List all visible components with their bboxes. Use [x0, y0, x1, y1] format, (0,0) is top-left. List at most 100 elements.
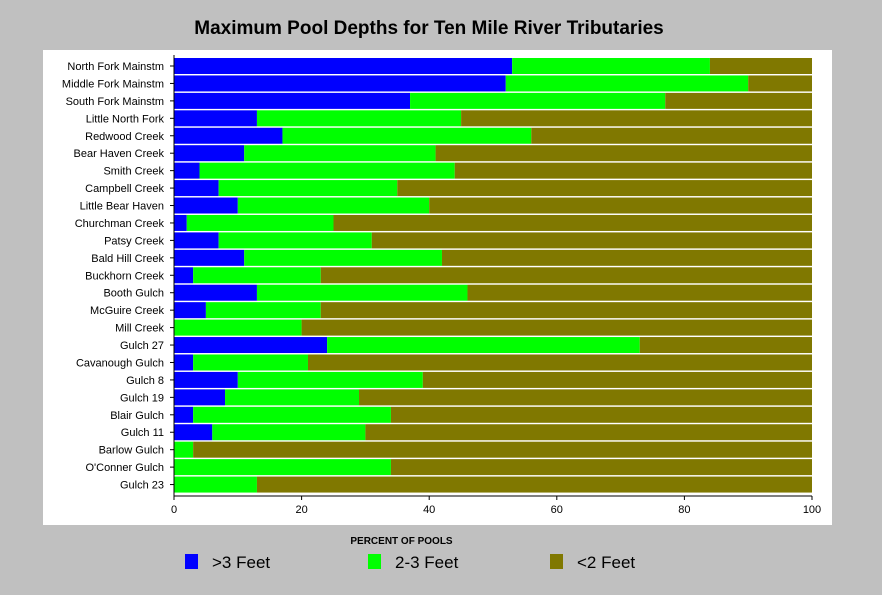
bar-gulch-8-series-1 [237, 371, 423, 388]
bar-middle-fork-mainstm-series-0 [174, 75, 506, 92]
bar-mcguire-creek-series-2 [320, 302, 812, 319]
y-tick-label-smith-creek: Smith Creek [103, 166, 164, 178]
bar-south-fork-mainstm-series-0 [174, 92, 411, 109]
bar-campbell-creek-series-0 [174, 180, 219, 197]
bar-bald-hill-creek-series-0 [174, 249, 245, 266]
y-tick-label-gulch-19: Gulch 19 [120, 392, 164, 404]
x-tick-label-60: 60 [551, 504, 563, 516]
bar-gulch-27-series-2 [639, 337, 812, 354]
bar-middle-fork-mainstm-series-1 [505, 75, 749, 92]
y-tick-label-gulch-11: Gulch 11 [121, 427, 164, 439]
y-tick-label-o-conner-gulch: O'Conner Gulch [85, 462, 164, 474]
bar-gulch-23-series-1 [174, 476, 257, 493]
bar-patsy-creek-series-0 [174, 232, 219, 249]
bar-booth-gulch-series-2 [467, 284, 812, 301]
bar-little-bear-haven-series-0 [174, 197, 238, 214]
bar-blair-gulch-series-0 [174, 406, 194, 423]
y-tick-label-churchman-creek: Churchman Creek [75, 218, 165, 230]
bar-gulch-19-series-2 [359, 389, 812, 406]
legend-label-over-3-feet: >3 Feet [212, 553, 271, 572]
bar-little-north-fork-series-0 [174, 110, 257, 127]
bar-campbell-creek-series-1 [218, 180, 398, 197]
bar-o-conner-gulch-series-1 [174, 459, 391, 476]
bar-redwood-creek-series-1 [282, 127, 532, 144]
legend-swatch-2-3-feet [368, 554, 381, 569]
bar-booth-gulch-series-0 [174, 284, 257, 301]
bar-gulch-8-series-2 [422, 371, 812, 388]
legend-swatch-under-2-feet [550, 554, 563, 569]
chart-plot: North Fork Mainstm Middle Fork Mainstm Sou… [62, 55, 821, 516]
bar-bald-hill-creek-series-1 [244, 249, 442, 266]
y-tick-label-blair-gulch: Blair Gulch [110, 410, 164, 422]
y-tick-label-cavanough-gulch: Cavanough Gulch [76, 357, 164, 369]
y-tick-label-mcguire-creek: McGuire Creek [90, 305, 164, 317]
y-tick-label-gulch-27: Gulch 27 [120, 340, 164, 352]
legend-label-under-2-feet: <2 Feet [577, 553, 636, 572]
bar-buckhorn-creek-series-1 [193, 267, 321, 284]
bar-smith-creek-series-2 [454, 162, 812, 179]
bar-blair-gulch-series-1 [193, 406, 391, 423]
bar-gulch-8-series-0 [174, 371, 238, 388]
bar-redwood-creek-series-0 [174, 127, 283, 144]
y-tick-label-redwood-creek: Redwood Creek [85, 131, 164, 143]
y-tick-label-patsy-creek: Patsy Creek [104, 235, 164, 247]
bar-o-conner-gulch-series-2 [390, 459, 812, 476]
bar-churchman-creek-series-0 [174, 214, 187, 231]
bar-patsy-creek-series-2 [371, 232, 812, 249]
x-tick-label-80: 80 [678, 504, 690, 516]
y-tick-label-south-fork-mainstm: South Fork Mainstm [66, 96, 164, 108]
y-tick-label-bald-hill-creek: Bald Hill Creek [91, 253, 164, 265]
bar-gulch-11-series-1 [212, 424, 366, 441]
bar-booth-gulch-series-1 [256, 284, 468, 301]
bar-gulch-11-series-0 [174, 424, 213, 441]
chart-title: Maximum Pool Depths for Ten Mile River T… [194, 18, 664, 39]
bar-smith-creek-series-1 [199, 162, 455, 179]
bar-gulch-19-series-0 [174, 389, 226, 406]
bar-cavanough-gulch-series-1 [193, 354, 308, 371]
bar-bear-haven-creek-series-0 [174, 145, 245, 162]
x-tick-label-40: 40 [423, 504, 435, 516]
bar-north-fork-mainstm-series-0 [174, 58, 513, 74]
bar-cavanough-gulch-series-2 [307, 354, 812, 371]
bar-gulch-27-series-1 [327, 337, 640, 354]
bar-little-bear-haven-series-2 [429, 197, 812, 214]
y-tick-label-barlow-gulch: Barlow Gulch [99, 445, 164, 457]
y-tick-label-little-bear-haven: Little Bear Haven [80, 201, 164, 213]
x-axis-label: PERCENT OF POOLS [350, 536, 453, 547]
bar-mcguire-creek-series-0 [174, 302, 206, 319]
bar-churchman-creek-series-2 [333, 214, 812, 231]
bar-south-fork-mainstm-series-2 [665, 92, 812, 109]
bar-mill-creek-series-1 [174, 319, 302, 336]
bar-mill-creek-series-2 [301, 319, 812, 336]
bar-mcguire-creek-series-1 [205, 302, 321, 319]
x-tick-label-0: 0 [171, 504, 177, 516]
legend-label-2-3-feet: 2-3 Feet [395, 553, 459, 572]
bar-little-north-fork-series-1 [256, 110, 462, 127]
y-tick-label-bear-haven-creek: Bear Haven Creek [74, 148, 165, 160]
x-tick-label-20: 20 [295, 504, 307, 516]
bar-campbell-creek-series-2 [397, 180, 812, 197]
bar-gulch-19-series-1 [225, 389, 360, 406]
y-tick-label-campbell-creek: Campbell Creek [85, 183, 164, 195]
bar-little-north-fork-series-2 [461, 110, 812, 127]
bar-gulch-11-series-2 [365, 424, 812, 441]
bar-buckhorn-creek-series-2 [320, 267, 812, 284]
y-tick-label-north-fork-mainstm: North Fork Mainstm [67, 61, 164, 73]
y-tick-label-middle-fork-mainstm: Middle Fork Mainstm [62, 78, 164, 90]
bar-barlow-gulch-series-1 [174, 441, 194, 458]
y-tick-label-gulch-8: Gulch 8 [126, 375, 164, 387]
y-tick-label-little-north-fork: Little North Fork [86, 113, 165, 125]
bar-buckhorn-creek-series-0 [174, 267, 194, 284]
bar-little-bear-haven-series-1 [237, 197, 430, 214]
bar-bear-haven-creek-series-1 [244, 145, 436, 162]
bar-gulch-23-series-2 [256, 476, 812, 493]
y-tick-label-buckhorn-creek: Buckhorn Creek [85, 270, 164, 282]
bar-patsy-creek-series-1 [218, 232, 372, 249]
bar-bald-hill-creek-series-2 [441, 249, 812, 266]
bar-bear-haven-creek-series-2 [435, 145, 812, 162]
bar-north-fork-mainstm-series-1 [512, 58, 710, 74]
bar-barlow-gulch-series-2 [193, 441, 812, 458]
bar-gulch-27-series-0 [174, 337, 328, 354]
bar-blair-gulch-series-2 [390, 406, 812, 423]
bar-south-fork-mainstm-series-1 [410, 92, 666, 109]
